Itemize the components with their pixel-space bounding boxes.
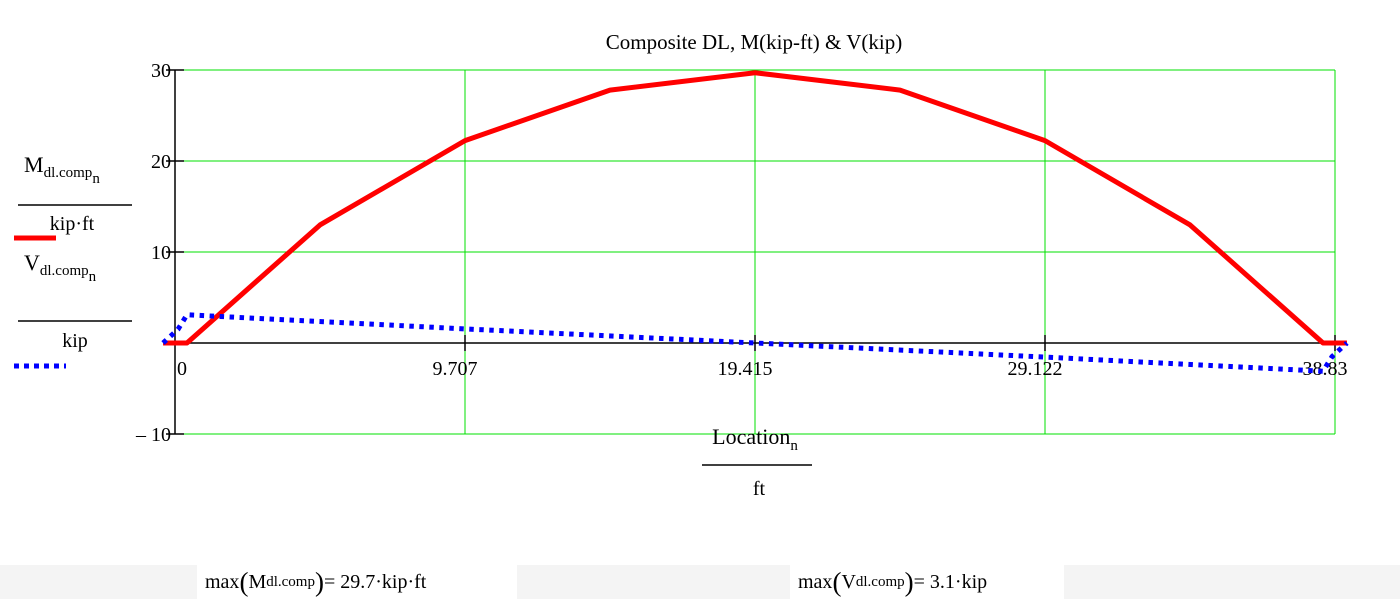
- y-tick-label: – 10: [135, 424, 171, 446]
- max-moment-var: M: [248, 570, 267, 593]
- x-tick-label: 19.415: [718, 358, 773, 380]
- legend-moment-label: Mdl.compn: [24, 152, 100, 187]
- x-axis-label: Locationn ft: [702, 424, 812, 500]
- y-tick-label: 30: [151, 60, 171, 82]
- max-shear-eq: = 3.1·kip: [913, 570, 988, 593]
- legend-moment-unit: kip·ft: [50, 213, 95, 235]
- legend-shear-label: Vdl.compn: [24, 250, 97, 285]
- paren-close: ): [314, 566, 324, 597]
- axes: [166, 69, 1336, 435]
- max-shear-var: V: [841, 570, 856, 593]
- y-tick-label: 20: [151, 151, 171, 173]
- paren-close: ): [904, 566, 914, 597]
- moment-curve: [163, 70, 1347, 346]
- paren-open: (: [832, 566, 842, 597]
- x-axis-label-text: Locationn: [712, 424, 798, 454]
- max-shear-sub: dl.comp: [855, 573, 905, 590]
- legend-shear-unit: kip: [62, 330, 88, 352]
- plot-background: [0, 0, 1400, 565]
- legend-shear: Vdl.compn kip: [14, 250, 132, 369]
- x-tick-label: 9.707: [433, 358, 478, 380]
- paren-open: (: [239, 566, 249, 597]
- tick-labels: 0 9.707 19.415 29.122 38.83 30 20 10 – 10: [135, 60, 1348, 446]
- x-tick-label: 38.83: [1303, 358, 1348, 380]
- x-tick-label: 0: [177, 358, 187, 380]
- max-shear-func: max: [798, 570, 833, 593]
- series: [161, 70, 1349, 374]
- legend-moment: Mdl.compn kip·ft: [14, 152, 132, 241]
- chart: Composite DL, M(kip-ft) & V(kip) 0 9.707 1…: [0, 0, 1400, 565]
- y-tick-label: 10: [151, 242, 171, 264]
- max-moment-func: max: [205, 570, 240, 593]
- max-moment-sub: dl.comp: [266, 573, 315, 590]
- x-tick-label: 29.122: [1008, 358, 1063, 380]
- max-moment-eq: = 29.7·kip·ft: [323, 570, 427, 593]
- chart-title: Composite DL, M(kip-ft) & V(kip): [606, 30, 903, 54]
- x-axis-unit: ft: [753, 478, 766, 500]
